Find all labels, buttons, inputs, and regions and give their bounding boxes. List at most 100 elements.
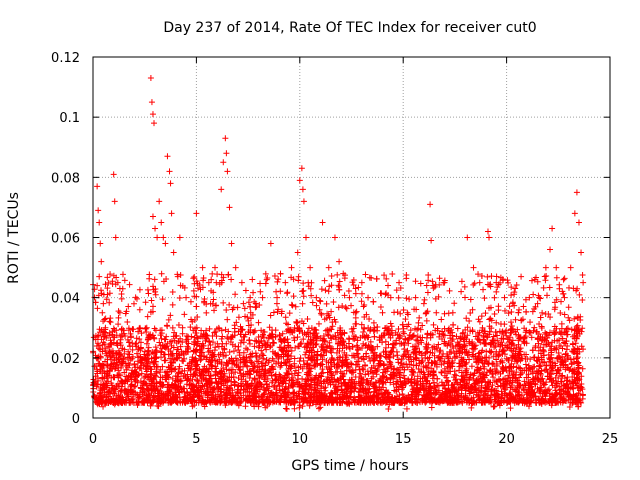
- data-point: [490, 333, 497, 340]
- data-point: [425, 388, 432, 395]
- data-point: [318, 286, 325, 293]
- data-point: [206, 397, 213, 404]
- data-point: [475, 376, 482, 383]
- data-point: [263, 381, 270, 388]
- data-point: [107, 353, 114, 360]
- data-point: [91, 363, 98, 370]
- data-point: [378, 333, 385, 340]
- data-point: [112, 386, 119, 393]
- data-point: [222, 352, 229, 359]
- data-point: [111, 401, 118, 408]
- data-point: [146, 271, 153, 278]
- data-point: [297, 341, 304, 348]
- data-point: [152, 344, 159, 351]
- data-point: [449, 329, 456, 336]
- data-point: [475, 393, 482, 400]
- data-point: [469, 306, 476, 313]
- data-point: [409, 332, 416, 339]
- data-point: [501, 321, 508, 328]
- data-point: [491, 398, 498, 405]
- data-point: [313, 302, 320, 309]
- data-point: [174, 373, 181, 380]
- data-point: [133, 343, 140, 350]
- data-point: [316, 306, 323, 313]
- data-point: [175, 321, 182, 328]
- data-point: [267, 342, 274, 349]
- data-point: [175, 373, 182, 380]
- data-point: [169, 352, 176, 359]
- data-point: [328, 335, 335, 342]
- data-point: [474, 364, 481, 371]
- data-point: [468, 363, 475, 370]
- data-point: [147, 402, 154, 409]
- data-point: [223, 340, 230, 347]
- data-point: [458, 373, 465, 380]
- data-point: [560, 276, 567, 283]
- data-point: [102, 399, 109, 406]
- data-point: [387, 320, 394, 327]
- data-point: [336, 347, 343, 354]
- data-point: [348, 302, 355, 309]
- data-point: [214, 360, 221, 367]
- data-point: [257, 372, 264, 379]
- data-point: [377, 378, 384, 385]
- data-point: [274, 308, 281, 315]
- data-point: [285, 321, 292, 328]
- data-point: [490, 403, 497, 410]
- data-point: [507, 405, 514, 412]
- data-point: [273, 288, 280, 295]
- data-point: [173, 386, 180, 393]
- data-point: [232, 291, 239, 298]
- data-point: [249, 311, 256, 318]
- data-point: [126, 281, 133, 288]
- data-point: [498, 388, 505, 395]
- data-point: [488, 273, 495, 280]
- data-point: [373, 399, 380, 406]
- data-point: [158, 335, 165, 342]
- data-point: [289, 302, 296, 309]
- data-point: [457, 363, 464, 370]
- data-point: [370, 352, 377, 359]
- data-point: [389, 340, 396, 347]
- data-point: [152, 385, 159, 392]
- data-point: [312, 363, 319, 370]
- data-point: [463, 315, 470, 322]
- data-point: [559, 372, 566, 379]
- data-point: [312, 341, 319, 348]
- data-point: [239, 356, 246, 363]
- data-point: [152, 354, 159, 361]
- data-point: [127, 399, 134, 406]
- data-point: [203, 383, 210, 390]
- data-point: [516, 398, 523, 405]
- data-point: [349, 343, 356, 350]
- data-point: [284, 289, 291, 296]
- data-point: [137, 339, 144, 346]
- data-point: [439, 328, 446, 335]
- data-point: [415, 341, 422, 348]
- data-point: [212, 344, 219, 351]
- data-point: [414, 399, 421, 406]
- data-point: [352, 314, 359, 321]
- data-point: [164, 323, 171, 330]
- data-point: [520, 386, 527, 393]
- data-point: [169, 392, 176, 399]
- data-point: [538, 337, 545, 344]
- data-point: [579, 392, 586, 399]
- data-point: [231, 322, 238, 329]
- data-point: [395, 325, 402, 332]
- data-point: [494, 284, 501, 291]
- data-point: [103, 350, 110, 357]
- data-point: [161, 351, 168, 358]
- data-point: [186, 365, 193, 372]
- data-point: [212, 328, 219, 335]
- data-point: [561, 275, 568, 282]
- data-point: [245, 299, 252, 306]
- data-point: [230, 373, 237, 380]
- data-point: [499, 276, 506, 283]
- data-point: [278, 310, 285, 317]
- data-point: [352, 285, 359, 292]
- data-point: [564, 374, 571, 381]
- data-point: [145, 358, 152, 365]
- data-point: [455, 348, 462, 355]
- data-point: [229, 360, 236, 367]
